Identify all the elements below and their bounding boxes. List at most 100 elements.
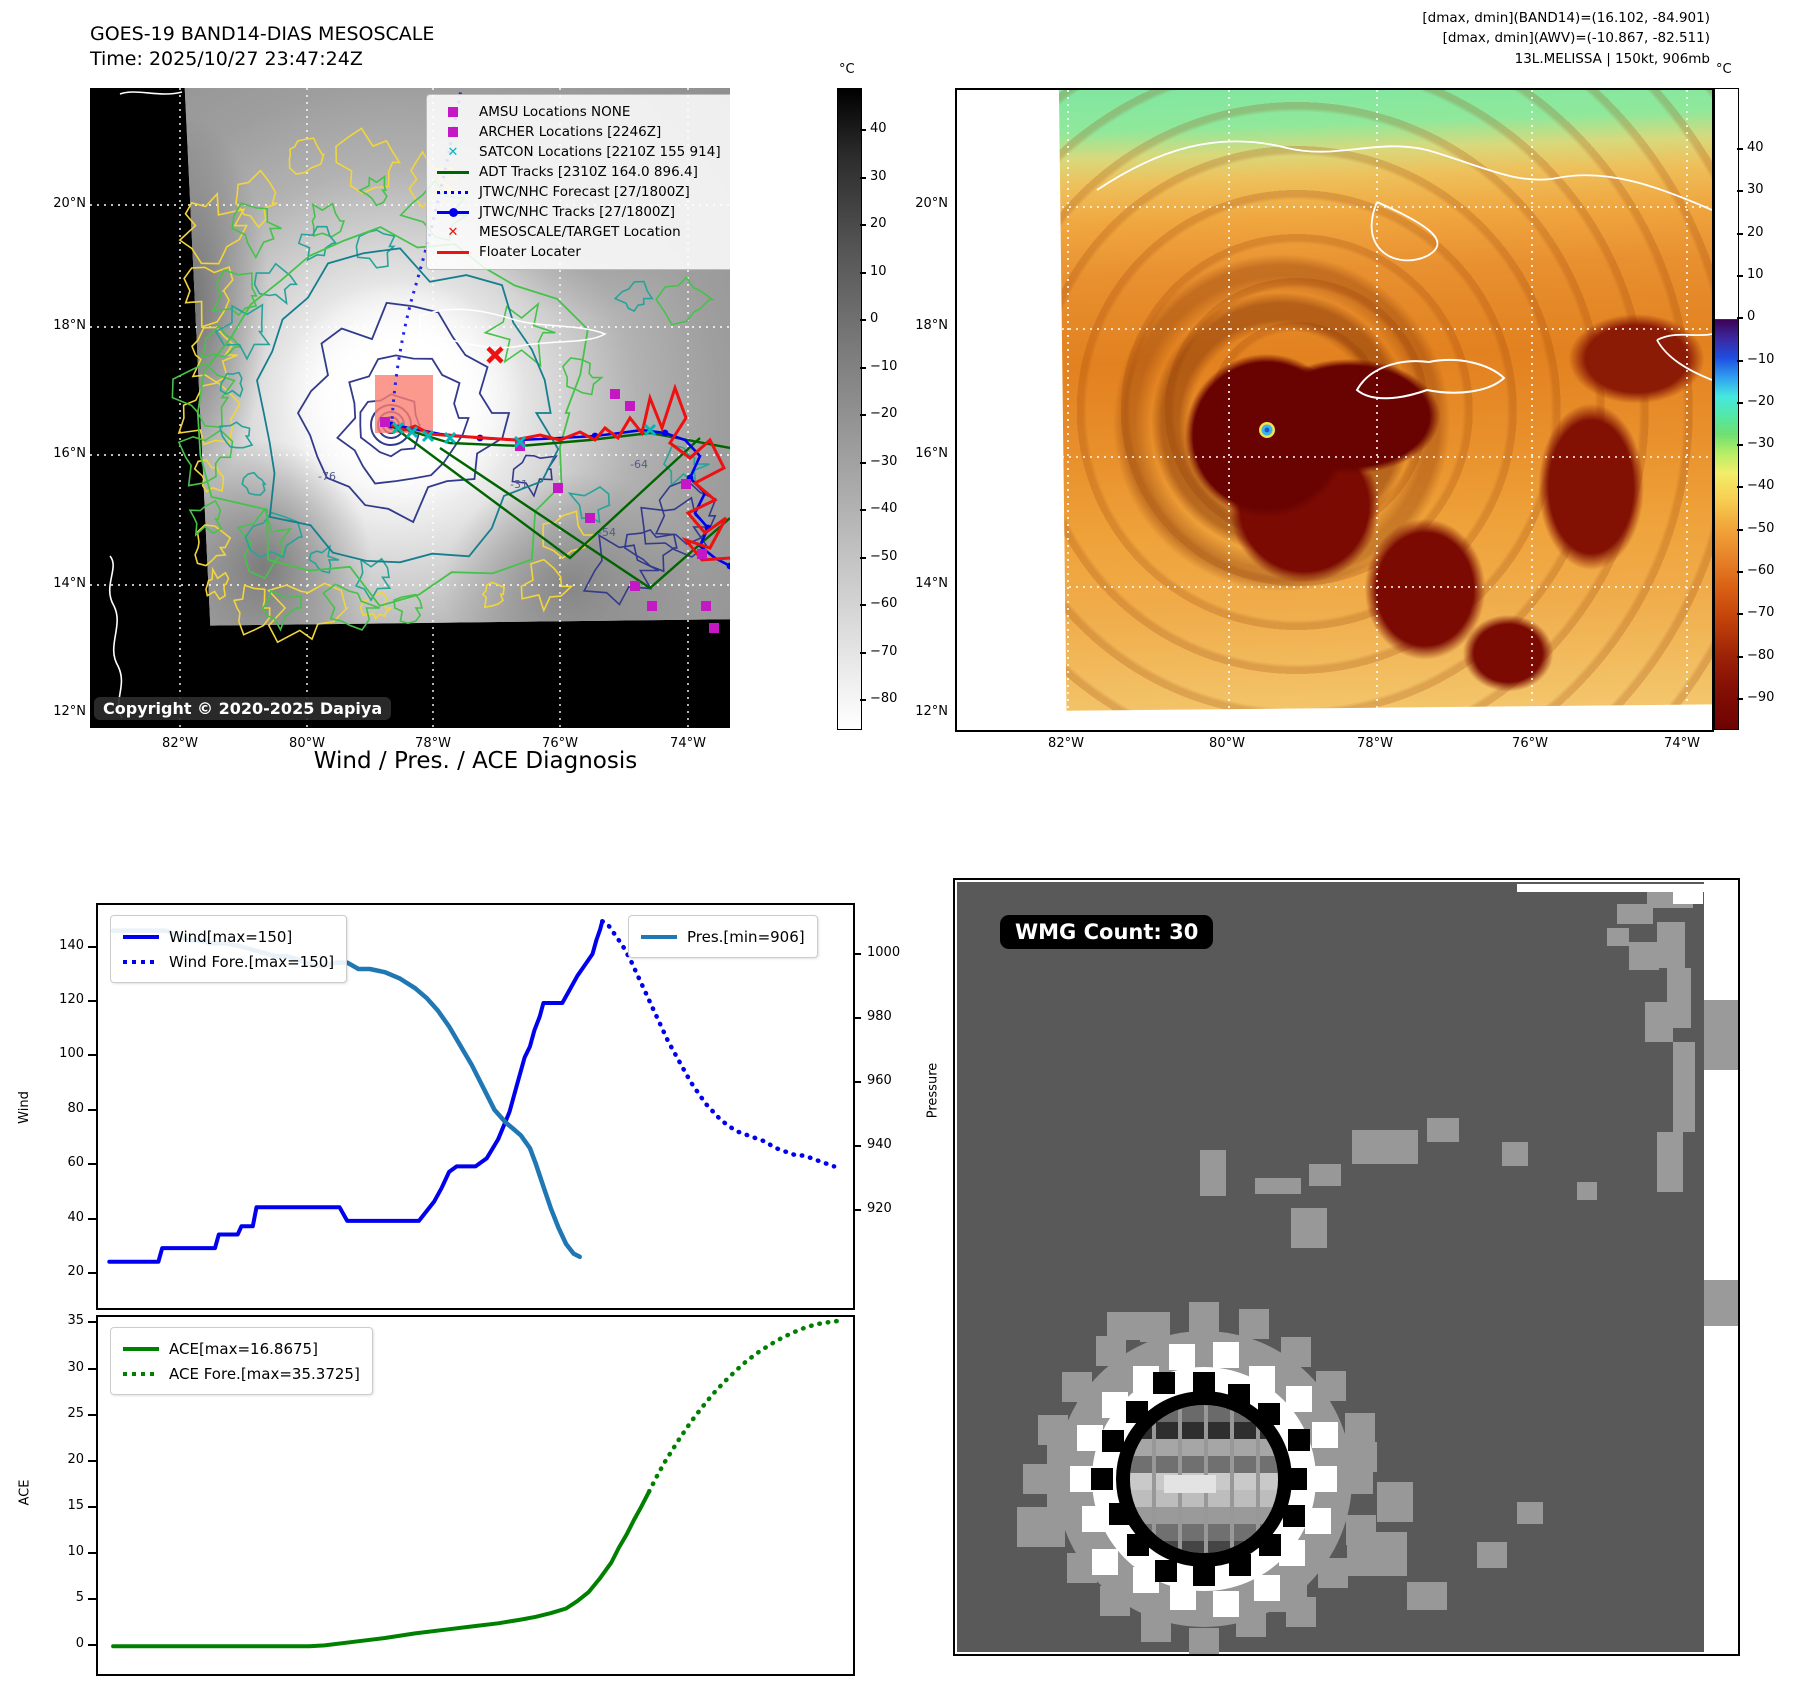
tl-lon-label: 74°W (670, 736, 706, 751)
archer-location-marker (701, 601, 711, 611)
archer-location-marker (709, 623, 719, 633)
wmg-pixel (1309, 1164, 1341, 1186)
wmg-eye-row (1130, 1490, 1278, 1507)
tl-cbar-tick: 20 (870, 216, 887, 231)
archer-location-marker (630, 581, 640, 591)
legend-label: AMSU Locations NONE (479, 104, 631, 120)
wmg-pixel (1253, 1575, 1280, 1602)
tick-mark (853, 953, 861, 956)
wmg-pixel (1344, 1413, 1375, 1444)
ace-tick: 5 (75, 1590, 84, 1606)
awv-ir-map (955, 88, 1714, 732)
wmg-pixel (1154, 1559, 1177, 1582)
legend-label: MESOSCALE/TARGET Location (479, 224, 681, 240)
legend-item-archer: ARCHER Locations [2246Z] (436, 122, 730, 142)
contour (296, 301, 511, 524)
awv-satellite-image (1058, 90, 1712, 711)
pressure-tick: 1000 (867, 945, 901, 961)
magenta-square-icon (436, 107, 470, 117)
wmg-eye-row (1130, 1439, 1278, 1456)
tick-mark (860, 319, 866, 321)
tl-cbar-tick: −50 (870, 548, 898, 564)
wind-tick: 60 (67, 1155, 84, 1171)
wmg-pixel (1164, 1475, 1216, 1493)
wmg-right-margin (1704, 882, 1738, 1652)
contour (582, 533, 660, 606)
tr-cbar-tick: 30 (1747, 182, 1764, 198)
contour (481, 581, 505, 609)
page-title: GOES-19 BAND14-DIAS MESOSCALE (90, 23, 435, 45)
legend-item-floater: Floater Locater (436, 242, 730, 262)
contour (655, 276, 716, 326)
legend-label: ADT Tracks [2310Z 164.0 896.4] (479, 164, 698, 180)
legend-label: JTWC/NHC Tracks [27/1800Z] (479, 204, 676, 220)
legend-item-amsu: AMSU Locations NONE (436, 102, 730, 122)
tr-lon-label: 80°W (1209, 736, 1245, 751)
archer-location-marker (585, 513, 595, 523)
wind-tick: 20 (67, 1264, 84, 1280)
jtwc-track-point (726, 562, 730, 570)
tick-mark (853, 1017, 861, 1020)
tick-mark (853, 1209, 861, 1212)
wmg-pixel (1657, 922, 1685, 968)
archer-location-marker (697, 549, 707, 559)
tl-lat-label: 12°N (53, 704, 86, 719)
dmax-dmin-band14: [dmax, dmin](BAND14)=(16.102, -84.901) (1422, 10, 1710, 26)
tick-mark (1737, 486, 1743, 489)
contour (183, 265, 234, 329)
tick-mark (88, 1217, 96, 1220)
tick-mark (88, 1054, 96, 1057)
wind-tick: 100 (59, 1046, 84, 1062)
series-ACE[max=16.8675] (111, 1489, 652, 1649)
ace-forecast-swatch (123, 1371, 159, 1376)
tl-cbar-tick: −20 (870, 406, 898, 421)
wmg-pixel (1607, 928, 1629, 946)
wmg-pixel (1502, 1142, 1528, 1166)
wind-forecast-legend-label: Wind Fore.[max=150] (169, 952, 335, 971)
wmg-eyewall (1130, 1405, 1278, 1553)
contour (178, 191, 248, 265)
tl-lon-label: 80°W (289, 736, 325, 751)
contour (567, 486, 611, 524)
tick-mark (860, 271, 866, 274)
awv-colorbar (1714, 88, 1739, 730)
archer-location-marker (380, 417, 390, 427)
wmg-pixel (1031, 1515, 1062, 1546)
wmg-microwave-panel: WMG Count: 30 (953, 878, 1740, 1656)
wind-tick: 80 (67, 1100, 84, 1116)
tick-mark (1737, 274, 1743, 277)
ace-tick: 30 (67, 1359, 84, 1375)
wmg-pixel (1629, 942, 1659, 970)
pressure-tick: 960 (867, 1073, 892, 1089)
tl-title-block: GOES-19 BAND14-DIAS MESOSCALE Time: 2025… (90, 22, 434, 71)
tr-lat-label: 18°N (915, 318, 948, 333)
tl-lat-label: 18°N (53, 318, 86, 333)
contour (219, 371, 244, 398)
tick-mark (88, 1321, 96, 1324)
wmg-pixel (1153, 1371, 1176, 1394)
contour (297, 225, 338, 262)
wmg-pixel (1673, 892, 1703, 904)
contour (177, 429, 234, 487)
wind-line-swatch (123, 934, 159, 939)
pressure-tick: 980 (867, 1009, 892, 1025)
tick-mark (860, 604, 866, 606)
legend-label: Floater Locater (479, 244, 581, 260)
wmg-eye-row (1130, 1507, 1278, 1524)
wmg-eye-row (1130, 1422, 1278, 1439)
series-ACE Fore.[max=35.3725] (646, 1318, 841, 1494)
contour (308, 544, 340, 574)
band14-map-overlay: -31 -54 -64 -76 (90, 88, 730, 728)
archer-location-marker (647, 601, 657, 611)
tick-mark (1737, 655, 1743, 658)
ace-tick: 0 (75, 1636, 84, 1652)
tl-cbar-tick: −60 (870, 596, 898, 611)
wmg-pixel (1102, 1430, 1125, 1453)
ace-legend-label: ACE[max=16.8675] (169, 1339, 318, 1358)
tick-mark (1737, 359, 1743, 362)
tick-mark (88, 1000, 96, 1003)
tr-lat-label: 16°N (915, 446, 948, 461)
tr-cbar-tick: 40 (1747, 140, 1764, 155)
map-legend: AMSU Locations NONE ARCHER Locations [22… (426, 94, 730, 270)
ace-tick: 25 (67, 1405, 84, 1421)
